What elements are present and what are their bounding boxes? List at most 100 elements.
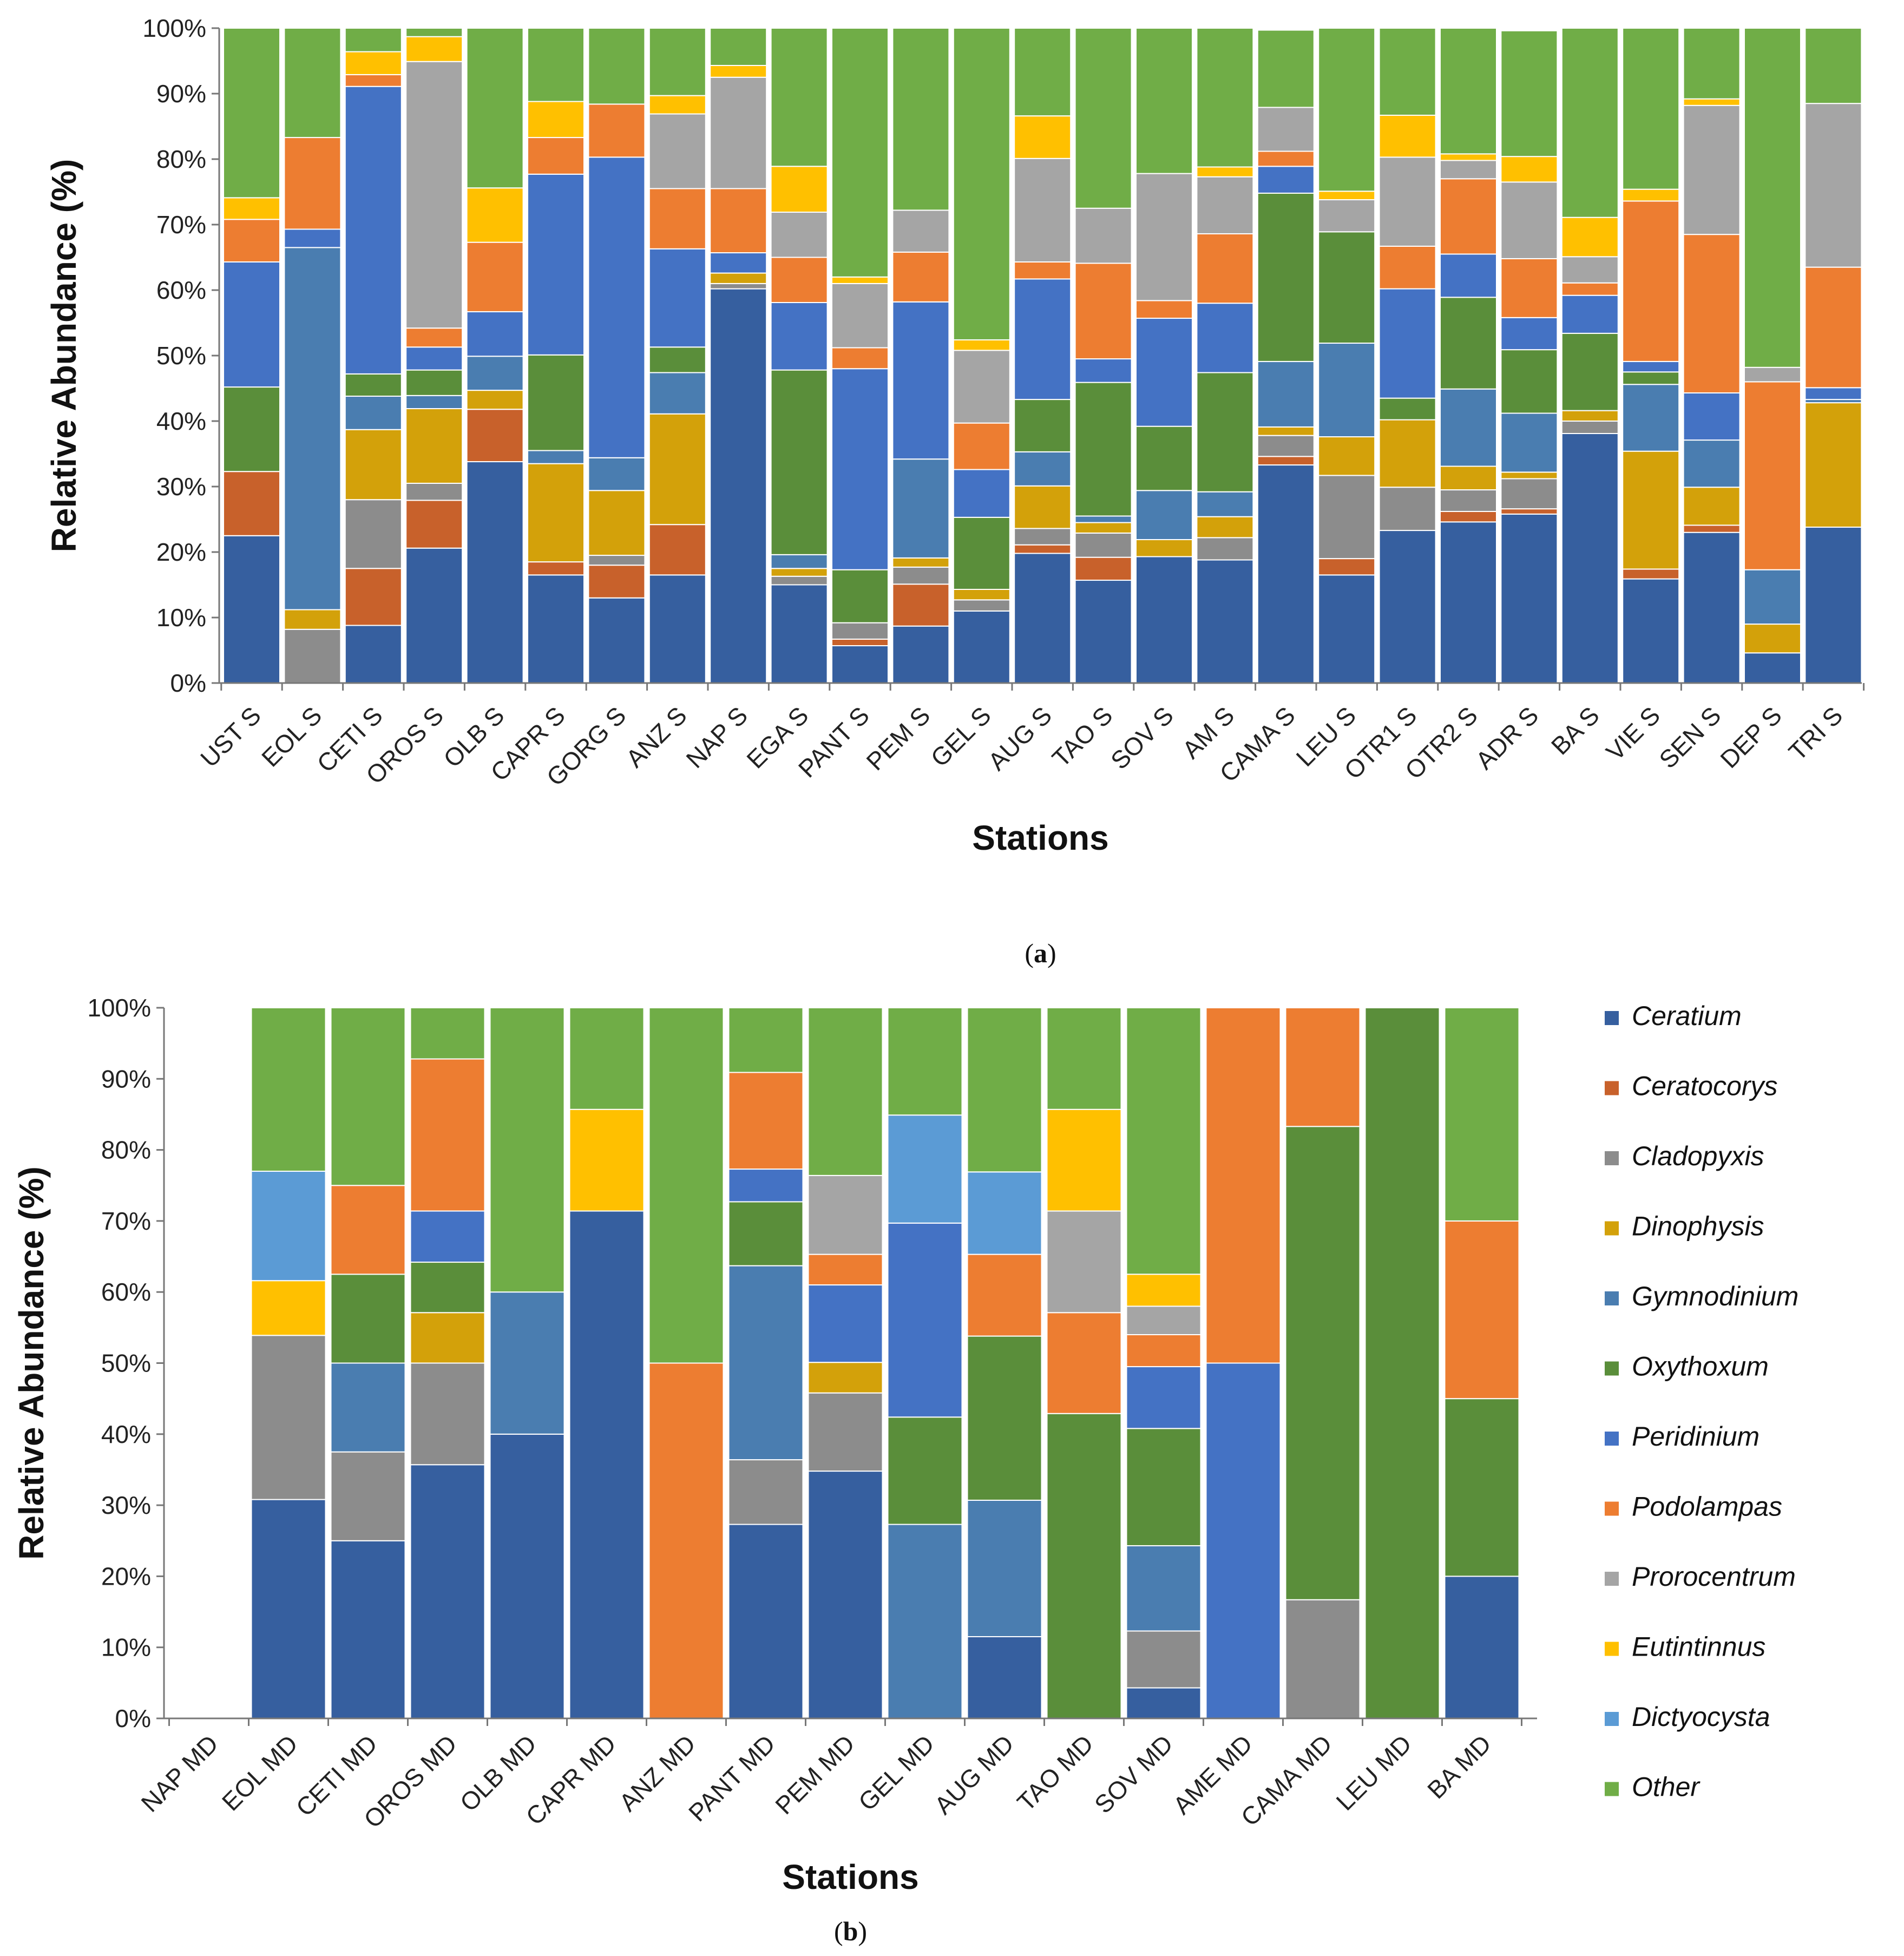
bar-segment-a-3-peridinium bbox=[405, 346, 463, 371]
bar-segment-a-3-other bbox=[405, 28, 463, 37]
legend-label-eutintinnus: Eutintinnus bbox=[1632, 1632, 1765, 1662]
bar-segment-a-9-ceratium bbox=[770, 584, 828, 684]
bar-segment-a-18-other bbox=[1318, 28, 1376, 192]
bar-segment-a-15-other bbox=[1135, 28, 1193, 174]
x-tick-label-b-16: BA MD bbox=[1422, 1729, 1496, 1804]
bar-segment-a-26-other bbox=[1804, 28, 1862, 104]
x-tick-label-a-21: ADR S bbox=[1470, 701, 1544, 774]
bar-segment-a-23-peridinium bbox=[1622, 360, 1680, 373]
legend-label-oxythoxum: Oxythoxum bbox=[1632, 1351, 1769, 1382]
bar-segment-a-16-dinophysis bbox=[1196, 516, 1254, 539]
bar-segment-a-3-oxythoxum bbox=[405, 369, 463, 396]
bar-segment-a-5-oxythoxum bbox=[527, 354, 585, 451]
bar-segment-b-10-oxythoxum bbox=[967, 1335, 1042, 1501]
y-tick-label-b-2: 20% bbox=[101, 1562, 151, 1590]
bar-segment-b-8-ceratium bbox=[807, 1471, 883, 1719]
bar-segment-a-7-dinophysis bbox=[648, 413, 706, 526]
bar-segment-b-16-podolampas bbox=[1444, 1220, 1520, 1400]
bar-segment-b-7-other bbox=[728, 1007, 804, 1073]
bar-segment-a-4-other bbox=[466, 28, 524, 189]
y-tick-label-b-5: 50% bbox=[101, 1349, 151, 1377]
bar-segment-a-12-podolampas bbox=[953, 422, 1010, 470]
bar-segment-b-11-other bbox=[1046, 1007, 1122, 1110]
bar-segment-a-3-gymnodinium bbox=[405, 395, 463, 410]
bar-segment-a-22-prorocentrum bbox=[1561, 256, 1619, 284]
bar-segment-a-15-oxythoxum bbox=[1135, 425, 1193, 491]
bar-segment-a-17-other bbox=[1257, 29, 1315, 108]
bar-segment-b-1-ceratium bbox=[251, 1499, 326, 1719]
bar-segment-a-5-ceratocorys bbox=[527, 561, 585, 576]
bar-segment-a-17-ceratocorys bbox=[1257, 456, 1315, 466]
bar-segment-a-24-podolampas bbox=[1683, 234, 1741, 393]
bar-segment-a-20-peridinium bbox=[1440, 253, 1497, 298]
bar-segment-a-14-podolampas bbox=[1074, 262, 1132, 360]
bar-segment-a-26-podolampas bbox=[1804, 266, 1862, 389]
bar-segment-b-2-gymnodinium bbox=[330, 1362, 406, 1453]
bar-segment-a-19-cladopyxis bbox=[1378, 487, 1436, 531]
bar-segment-a-12-cladopyxis bbox=[953, 599, 1010, 612]
bar-segment-b-14-podolampas bbox=[1285, 1007, 1361, 1127]
bar-segment-b-12-other bbox=[1126, 1007, 1202, 1275]
legend-label-gymnodinium: Gymnodinium bbox=[1632, 1281, 1798, 1311]
bar-segment-a-21-peridinium bbox=[1500, 317, 1558, 351]
bar-segment-b-2-cladopyxis bbox=[330, 1451, 406, 1541]
x-tick-label-b-12: SOV MD bbox=[1089, 1729, 1178, 1819]
bar-segment-a-12-oxythoxum bbox=[953, 516, 1010, 590]
bar-segment-a-21-podolampas bbox=[1500, 258, 1558, 318]
bar-segment-a-14-peridinium bbox=[1074, 358, 1132, 383]
bar-segment-b-11-oxythoxum bbox=[1046, 1413, 1122, 1719]
bar-segment-a-20-prorocentrum bbox=[1440, 160, 1497, 180]
x-tick-label-a-8: NAP S bbox=[680, 701, 753, 773]
legend-label-ceratocorys: Ceratocorys bbox=[1632, 1071, 1778, 1101]
bar-segment-a-8-eutintinnus bbox=[710, 64, 767, 78]
bar-segment-a-17-gymnodinium bbox=[1257, 360, 1315, 428]
bar-segment-a-16-ceratium bbox=[1196, 559, 1254, 684]
bar-segment-a-12-ceratium bbox=[953, 610, 1010, 684]
bar-segment-a-22-ceratium bbox=[1561, 432, 1619, 684]
bar-segment-a-18-gymnodinium bbox=[1318, 343, 1376, 438]
bar-segment-b-9-other bbox=[887, 1007, 963, 1116]
bar-segment-a-16-cladopyxis bbox=[1196, 537, 1254, 561]
bar-segment-a-17-peridinium bbox=[1257, 166, 1315, 194]
bar-segment-a-2-oxythoxum bbox=[344, 373, 402, 397]
bar-segment-a-9-cladopyxis bbox=[770, 575, 828, 586]
y-tick-label-a-0: 0% bbox=[170, 669, 206, 697]
bar-segment-a-3-cladopyxis bbox=[405, 482, 463, 501]
bar-segment-a-8-prorocentrum bbox=[710, 76, 767, 189]
legend-swatch-oxythoxum bbox=[1605, 1361, 1619, 1376]
bar-segment-a-3-eutintinnus bbox=[405, 36, 463, 62]
bar-segment-a-17-podolampas bbox=[1257, 150, 1315, 167]
bar-segment-a-10-ceratocorys bbox=[831, 638, 889, 647]
bar-segment-a-10-podolampas bbox=[831, 347, 889, 370]
bar-segment-a-21-dinophysis bbox=[1500, 471, 1558, 480]
legend-swatch-cladopyxis bbox=[1605, 1151, 1619, 1165]
x-tick-label-a-26: TRI S bbox=[1783, 701, 1848, 766]
bar-segment-a-12-eutintinnus bbox=[953, 339, 1010, 351]
legend-label-cladopyxis: Cladopyxis bbox=[1632, 1141, 1764, 1171]
bar-segment-a-9-gymnodinium bbox=[770, 554, 828, 569]
bar-segment-b-6-other bbox=[648, 1007, 724, 1364]
bar-segment-a-18-ceratocorys bbox=[1318, 558, 1376, 576]
bar-segment-b-12-podolampas bbox=[1126, 1334, 1202, 1368]
bar-segment-b-4-other bbox=[489, 1007, 565, 1293]
bar-segment-b-14-cladopyxis bbox=[1285, 1599, 1361, 1719]
bar-segment-a-1-peridinium bbox=[284, 228, 342, 248]
bar-segment-b-12-prorocentrum bbox=[1126, 1305, 1202, 1335]
bar-segment-b-2-podolampas bbox=[330, 1185, 406, 1275]
legend-swatch-ceratium bbox=[1605, 1011, 1619, 1025]
bar-segment-a-6-gymnodinium bbox=[588, 457, 646, 491]
chart-panel-a: 0%10%20%30%40%50%60%70%80%90%100%UST SEO… bbox=[44, 14, 1865, 968]
bar-segment-a-11-ceratocorys bbox=[892, 583, 950, 627]
y-tick-label-a-10: 100% bbox=[142, 14, 206, 42]
bar-segment-a-20-podolampas bbox=[1440, 178, 1497, 255]
bar-segment-b-8-prorocentrum bbox=[807, 1174, 883, 1255]
bar-segment-a-2-dinophysis bbox=[344, 429, 402, 501]
bar-segment-a-14-cladopyxis bbox=[1074, 532, 1132, 558]
bar-segment-a-23-eutintinnus bbox=[1622, 188, 1680, 202]
bar-segment-a-24-ceratium bbox=[1683, 531, 1741, 684]
bar-segment-a-23-dinophysis bbox=[1622, 450, 1680, 570]
bar-segment-a-20-gymnodinium bbox=[1440, 388, 1497, 467]
bar-segment-a-16-gymnodinium bbox=[1196, 491, 1254, 517]
bar-segment-a-14-ceratocorys bbox=[1074, 556, 1132, 581]
legend-swatch-podolampas bbox=[1605, 1501, 1619, 1516]
